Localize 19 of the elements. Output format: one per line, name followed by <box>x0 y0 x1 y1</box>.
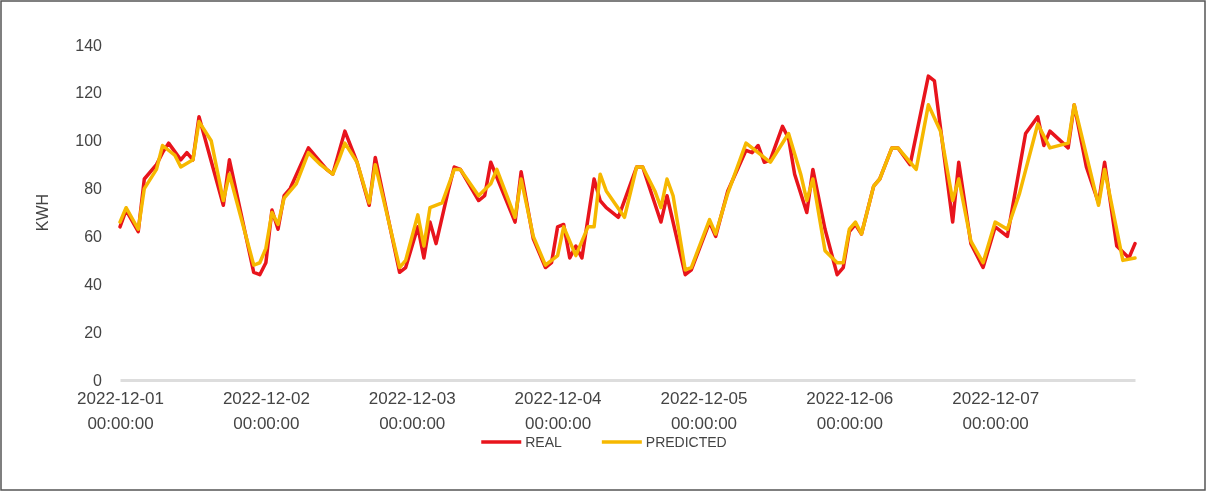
x-tick-label: 2022-12-01 00:00:00 <box>77 389 164 433</box>
y-tick-label: 120 <box>75 84 103 102</box>
x-tick-label: 2022-12-04 00:00:00 <box>514 389 602 433</box>
y-tick-label: 60 <box>84 228 103 246</box>
legend-label: REAL <box>525 434 563 450</box>
x-tick-label: 2022-12-03 00:00:00 <box>368 389 456 433</box>
line-series <box>118 103 1137 272</box>
x-tick-label: 2022-12-02 00:00:00 <box>222 389 310 433</box>
y-tick-label: 20 <box>84 323 103 341</box>
x-tick-label: 2022-12-05 00:00:00 <box>660 389 748 433</box>
x-tick-label: 2022-12-06 00:00:00 <box>806 389 894 433</box>
y-axis-title: KWH <box>34 193 51 232</box>
y-tick-label: 80 <box>84 180 103 198</box>
y-tick-label: 140 <box>75 36 103 54</box>
x-tick-label: 2022-12-07 00:00:00 <box>952 389 1040 433</box>
y-tick-label: 40 <box>84 275 103 293</box>
legend-label: PREDICTED <box>645 434 727 450</box>
y-tick-label: 100 <box>75 132 103 150</box>
y-tick-label: 0 <box>93 371 103 389</box>
